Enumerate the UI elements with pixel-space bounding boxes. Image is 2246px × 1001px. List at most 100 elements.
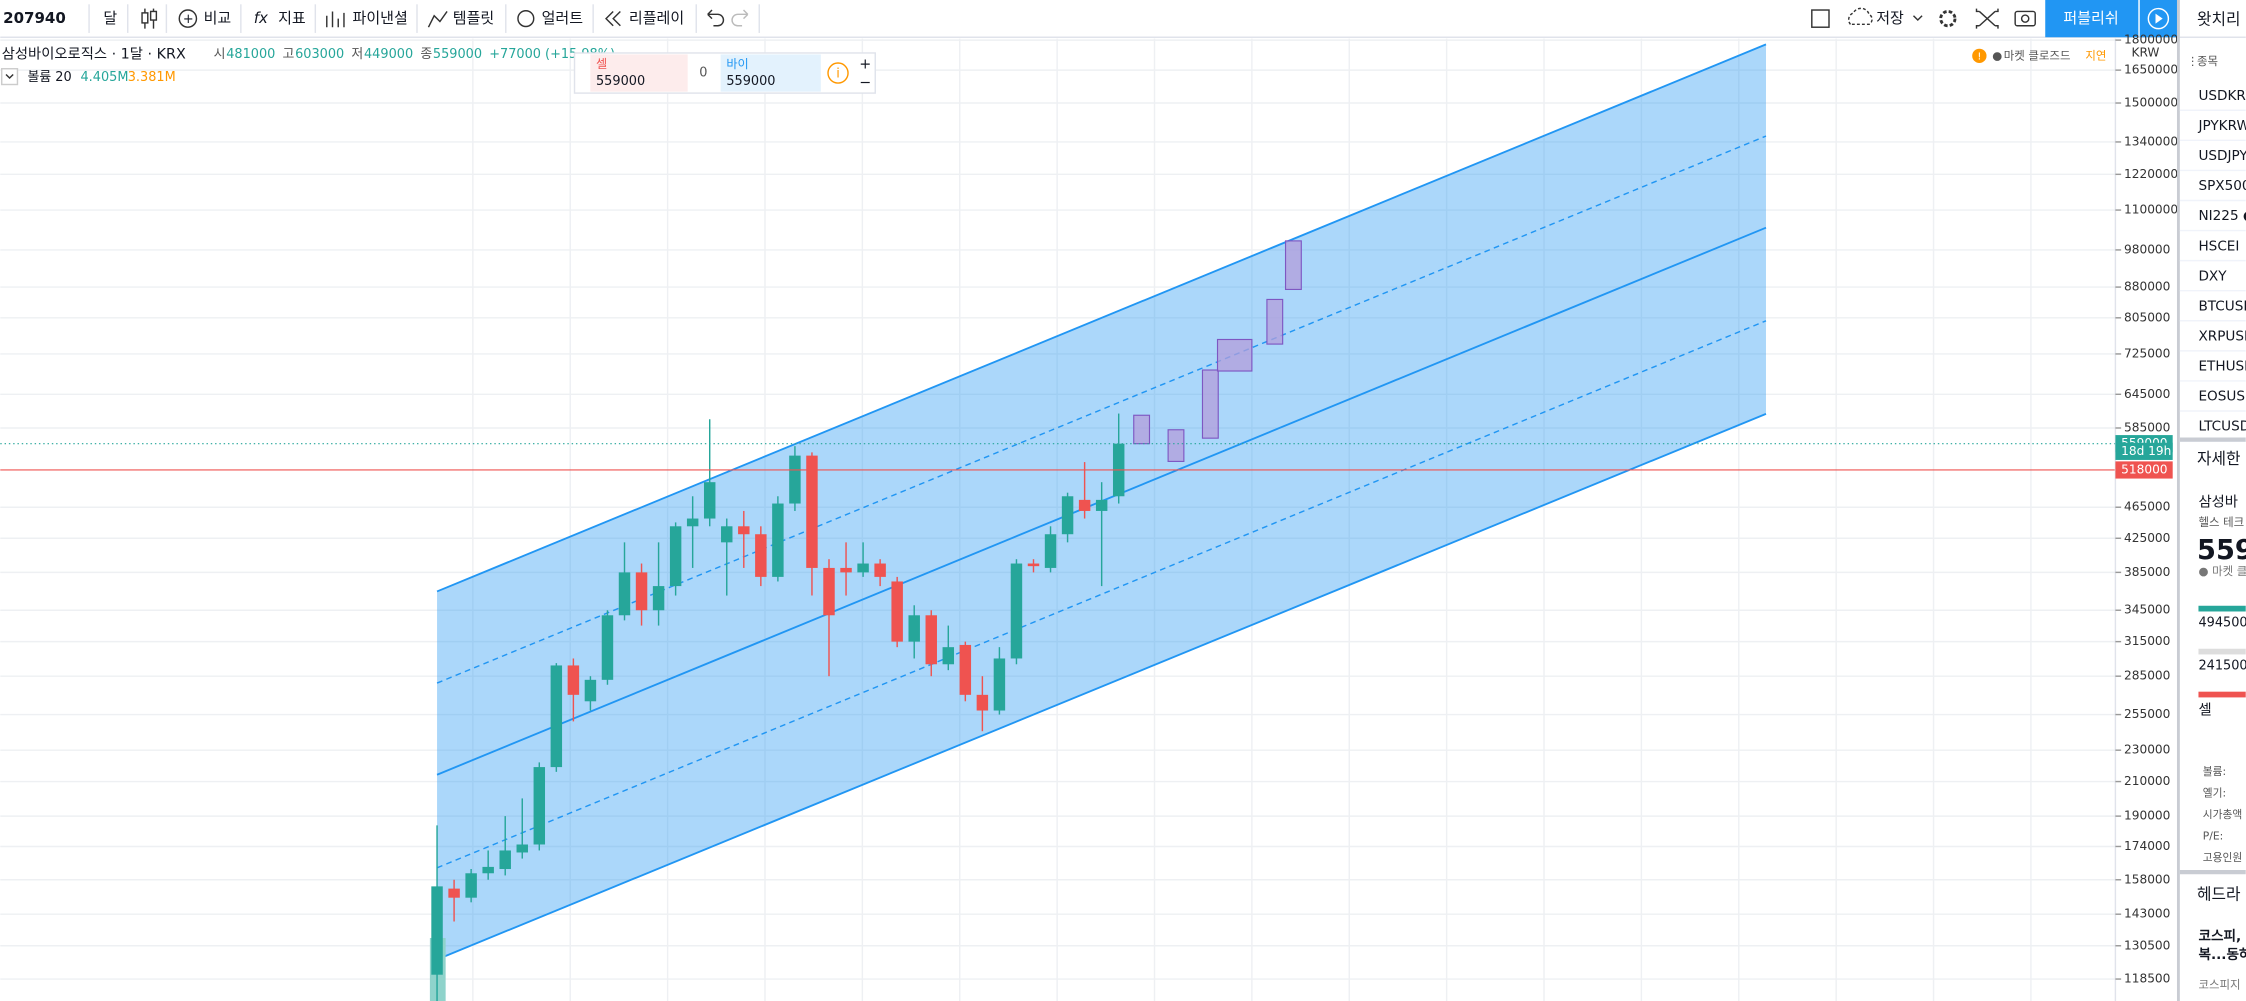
projection-box [1133, 414, 1151, 445]
y-tick-label: 210000 [2124, 774, 2170, 788]
candle-body [601, 615, 614, 680]
candle-body [584, 679, 597, 702]
y-tick-label: 174000 [2124, 839, 2170, 853]
sell-label[interactable]: 셀 [596, 57, 607, 71]
projection-box [1284, 240, 1302, 291]
ohlc-value: 449000 [364, 47, 413, 62]
symbol[interactable]: 207940 [3, 9, 66, 27]
fullscreen-icon[interactable] [1975, 8, 1999, 29]
candle-body [1061, 496, 1074, 535]
candle-body [823, 567, 835, 616]
market-status: 마켓 클로즈드 [2004, 48, 2071, 62]
ask-bar-bg [2198, 648, 2246, 655]
candle-body [482, 866, 494, 874]
compare-icon[interactable] [178, 9, 198, 28]
watch-symbol[interactable]: SPX500U [2198, 178, 2246, 194]
side-panel [2178, 38, 2246, 1001]
y-tick-label: 230000 [2124, 743, 2170, 757]
y-tick-label: 725000 [2124, 346, 2170, 360]
projection-box [1167, 429, 1185, 462]
watch-symbol[interactable]: LTCUSD [2198, 419, 2246, 435]
y-tick-label: 465000 [2124, 500, 2170, 514]
qty-minus[interactable]: − [859, 75, 871, 91]
candle-body [652, 586, 665, 611]
sell-button[interactable] [590, 54, 688, 92]
y-tick-label: 1800000 [2124, 33, 2178, 47]
candle-body [942, 647, 955, 665]
toolbar [0, 0, 2246, 38]
publish-button[interactable] [2045, 0, 2139, 38]
detail-field: 옐기: [2203, 786, 2226, 799]
fx-icon[interactable]: fx [254, 9, 269, 27]
tool-indicators[interactable]: 지표 [278, 9, 306, 27]
price-badge-label: 518000 [2121, 462, 2167, 476]
ohlc-legend: 시 481000 고 603000 저 449000 종 559000 +77000 (+15.… [214, 47, 615, 62]
candle-style-icon[interactable] [141, 8, 158, 29]
alert-icon[interactable] [517, 10, 535, 28]
y-tick-label: 1650000 [2124, 63, 2178, 77]
details-bid: 494500 [2198, 615, 2246, 630]
ask-bar [2198, 691, 2246, 698]
ohlc-label: 저 [351, 47, 363, 62]
bid-bar [2198, 605, 2246, 612]
details-sector: 헬스 테크 [2198, 515, 2244, 529]
countdown: 18d 19h [2121, 444, 2171, 458]
candle-body [840, 567, 852, 573]
watch-symbol[interactable]: USDJPY [2198, 148, 2246, 164]
save-dropdown[interactable] [1912, 15, 1923, 22]
volume-label: 볼륨 20 [27, 70, 71, 85]
layout-icon[interactable] [1811, 9, 1830, 28]
channel-lower-mid [436, 320, 1767, 869]
tool-templates[interactable]: 템플릿 [453, 9, 494, 27]
undo-icon[interactable] [707, 9, 725, 27]
watch-symbol[interactable]: USDKRW [2198, 88, 2246, 104]
watch-symbol[interactable]: JPYKRW [2197, 118, 2246, 134]
collapse-button[interactable] [0, 68, 19, 86]
snapshot-icon[interactable] [2014, 10, 2036, 27]
publish-label[interactable]: 퍼블리쉬 [2063, 9, 2118, 27]
buy-label[interactable]: 바이 [726, 57, 748, 71]
volume-value: 4.405M [80, 70, 128, 85]
financials-icon[interactable] [326, 11, 345, 28]
candle-body [959, 644, 972, 695]
redo-icon[interactable] [731, 9, 749, 27]
watch-symbol[interactable]: NI225 ● [2198, 208, 2246, 224]
watch-symbol[interactable]: HSCEI [2198, 238, 2239, 254]
plus-glyph: + [183, 12, 194, 27]
market-icon-glyph: ! [1977, 52, 1981, 63]
interval[interactable]: 달 [103, 9, 117, 27]
template-icon[interactable] [427, 11, 448, 28]
ohlc-label: 종 [420, 47, 432, 62]
headline[interactable]: 복...동하 [2198, 946, 2246, 963]
tool-financials[interactable]: 파이낸셜 [353, 9, 408, 27]
candle-body [499, 850, 511, 870]
tool-alerts[interactable]: 얼러트 [542, 9, 584, 27]
watch-symbol[interactable]: XRPUSD [2198, 329, 2246, 345]
candle-body [465, 873, 477, 898]
candle-body [567, 665, 580, 695]
info-icon[interactable] [827, 62, 849, 84]
buy-button[interactable] [720, 54, 821, 92]
cloud-icon[interactable] [1848, 7, 1873, 26]
y-tick-label: 315000 [2124, 634, 2170, 648]
buy-price[interactable]: 559000 [726, 74, 775, 89]
ohlc-value: 559000 [433, 47, 482, 62]
headline[interactable]: 코스피, [2198, 929, 2241, 945]
y-tick-label: 158000 [2124, 872, 2170, 886]
tool-replay[interactable]: 리플레이 [629, 9, 684, 27]
candle-body [1027, 563, 1040, 567]
watch-symbol[interactable]: BTCUSD [2198, 298, 2246, 314]
replay-icon[interactable] [605, 10, 621, 27]
watch-symbol[interactable]: DXY [2198, 268, 2227, 284]
y-tick-label: 880000 [2124, 280, 2170, 294]
market-icon [1972, 48, 1987, 64]
candle-body [738, 526, 750, 535]
save-button[interactable]: 저장 [1876, 9, 1904, 27]
watch-symbol[interactable]: ETHUSD [2198, 359, 2246, 375]
tool-compare[interactable]: 비교 [204, 9, 232, 27]
candle-body [431, 886, 443, 975]
watch-symbol[interactable]: EOSUSD [2198, 389, 2246, 405]
grid [0, 38, 2116, 1001]
qty-plus[interactable]: + [859, 56, 871, 72]
sell-price[interactable]: 559000 [596, 74, 645, 89]
